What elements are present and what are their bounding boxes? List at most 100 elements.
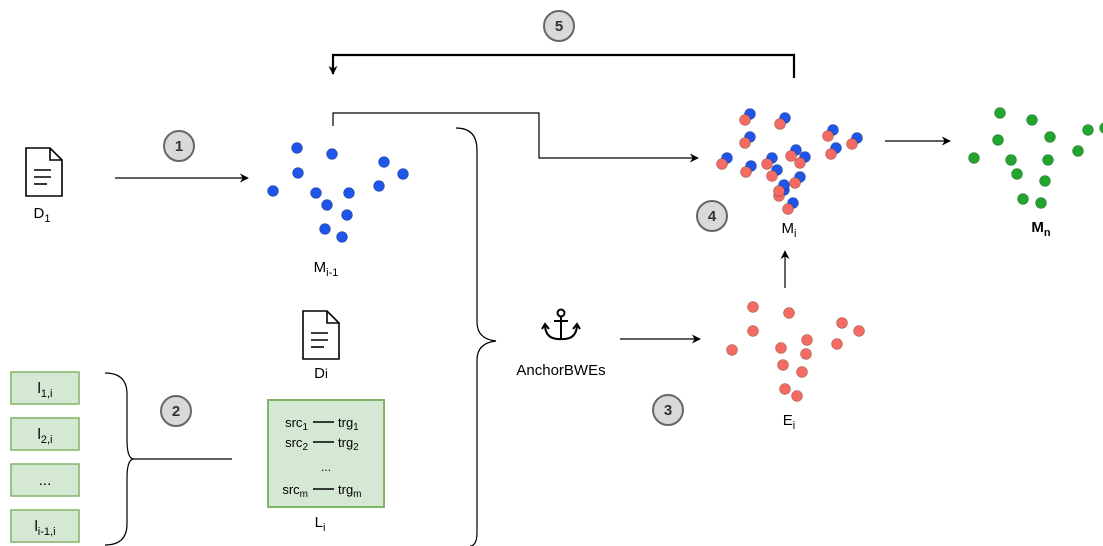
embedding-dot <box>319 223 331 235</box>
embedding-dot <box>766 170 778 182</box>
lexicon-pair: src2 trg2 <box>285 435 359 453</box>
lexicon-list-item: l1,i <box>10 371 80 405</box>
embedding-dot <box>1005 154 1017 166</box>
label-mi: Mi <box>782 220 797 240</box>
label-d1: D1 <box>34 205 51 225</box>
embedding-cloud-mn <box>968 107 1103 209</box>
embedding-dot <box>716 158 728 170</box>
embedding-dot <box>310 187 322 199</box>
embedding-dot <box>831 338 843 350</box>
embedding-dot <box>853 325 865 337</box>
embedding-dot <box>846 138 858 150</box>
label-di: Di <box>314 365 328 382</box>
svg-text:src2: src2 <box>285 435 308 453</box>
svg-text:l2,i: l2,i <box>38 426 53 446</box>
embedding-dot <box>1044 131 1056 143</box>
embedding-dot <box>336 231 348 243</box>
embedding-dot <box>373 180 385 192</box>
label-m-prev: Mi-1 <box>314 259 339 279</box>
embedding-dot <box>321 199 333 211</box>
step-5-badge: 5 <box>543 10 575 42</box>
embedding-dot <box>785 150 797 162</box>
embedding-dot <box>267 185 279 197</box>
label-anchor-bwes: AnchorBWEs <box>516 362 605 379</box>
embedding-dot <box>343 187 355 199</box>
embedding-dot <box>773 185 785 197</box>
svg-text:trg1: trg1 <box>338 415 359 433</box>
embedding-dot <box>1082 124 1094 136</box>
embedding-dot <box>1017 193 1029 205</box>
step-1-badge: 1 <box>163 130 195 162</box>
lexicon-box-rows: src1 trg1 src2 trg2 srcm trgm <box>282 415 361 500</box>
embedding-dot <box>968 152 980 164</box>
document-icon <box>302 310 340 360</box>
embedding-dot <box>291 142 303 154</box>
embedding-dot <box>1026 114 1038 126</box>
embedding-dot <box>783 307 795 319</box>
label-li: Li <box>315 514 326 534</box>
embedding-dot <box>775 342 787 354</box>
embedding-dot <box>739 137 751 149</box>
lexicon-list-item: l2,i <box>10 417 80 451</box>
embedding-cloud-ei <box>726 301 865 402</box>
label-ei: Ei <box>783 412 795 432</box>
svg-text:trg2: trg2 <box>338 435 359 453</box>
step-2-badge: 2 <box>160 395 192 427</box>
embedding-dot <box>726 344 738 356</box>
svg-text:src1: src1 <box>285 415 308 433</box>
lexicon-list: l1,i l2,i... li-1,i <box>10 371 80 543</box>
lexicon-pair: srcm trgm <box>282 482 361 500</box>
embedding-dot <box>397 168 409 180</box>
embedding-dot <box>747 301 759 313</box>
embedding-dot <box>822 130 834 142</box>
svg-text:1: 1 <box>175 138 183 155</box>
embedding-dot <box>994 107 1006 119</box>
svg-text:trgm: trgm <box>338 482 362 500</box>
embedding-dot <box>1039 175 1051 187</box>
embedding-dot <box>1072 145 1084 157</box>
lexicon-pair: src1 trg1 <box>285 415 359 433</box>
embedding-dot <box>992 134 1004 146</box>
embedding-dot <box>789 177 801 189</box>
embedding-dot <box>782 203 794 215</box>
svg-text:5: 5 <box>555 18 563 35</box>
lexicon-list-item: li-1,i <box>10 509 80 543</box>
embedding-dot <box>777 359 789 371</box>
embedding-dot <box>326 148 338 160</box>
svg-text:4: 4 <box>708 208 717 225</box>
embedding-dot <box>341 209 353 221</box>
embedding-dot <box>740 166 752 178</box>
anchor-icon <box>541 308 581 341</box>
embedding-dot <box>825 148 837 160</box>
embedding-dot <box>774 118 786 130</box>
embedding-dot <box>1011 168 1023 180</box>
embedding-dot <box>292 167 304 179</box>
svg-text:3: 3 <box>664 402 672 419</box>
svg-text:srcm: srcm <box>282 482 308 500</box>
embedding-dot <box>739 114 751 126</box>
label-mn: Mn <box>1031 219 1051 239</box>
lexicon-box-ellipsis: ... <box>321 460 331 474</box>
embedding-dot <box>791 390 803 402</box>
lexicon-list-item: ... <box>10 463 80 497</box>
document-icon <box>25 147 63 197</box>
embedding-dot <box>1042 154 1054 166</box>
embedding-cloud-mi <box>716 108 863 215</box>
embedding-dot <box>801 334 813 346</box>
svg-text:...: ... <box>39 472 52 489</box>
embedding-dot <box>779 383 791 395</box>
step-4-badge: 4 <box>696 200 728 232</box>
svg-text:l1,i: l1,i <box>38 380 53 400</box>
embedding-dot <box>796 366 808 378</box>
embedding-cloud-m-prev <box>267 142 409 243</box>
brace-inputs <box>455 127 497 546</box>
embedding-dot <box>378 156 390 168</box>
embedding-dot <box>1035 197 1047 209</box>
step-3-badge: 3 <box>652 394 684 426</box>
embedding-dot <box>761 158 773 170</box>
brace-lexicon-list <box>104 372 135 546</box>
svg-text:2: 2 <box>172 403 180 420</box>
embedding-dot <box>747 325 759 337</box>
embedding-dot <box>1099 122 1103 134</box>
